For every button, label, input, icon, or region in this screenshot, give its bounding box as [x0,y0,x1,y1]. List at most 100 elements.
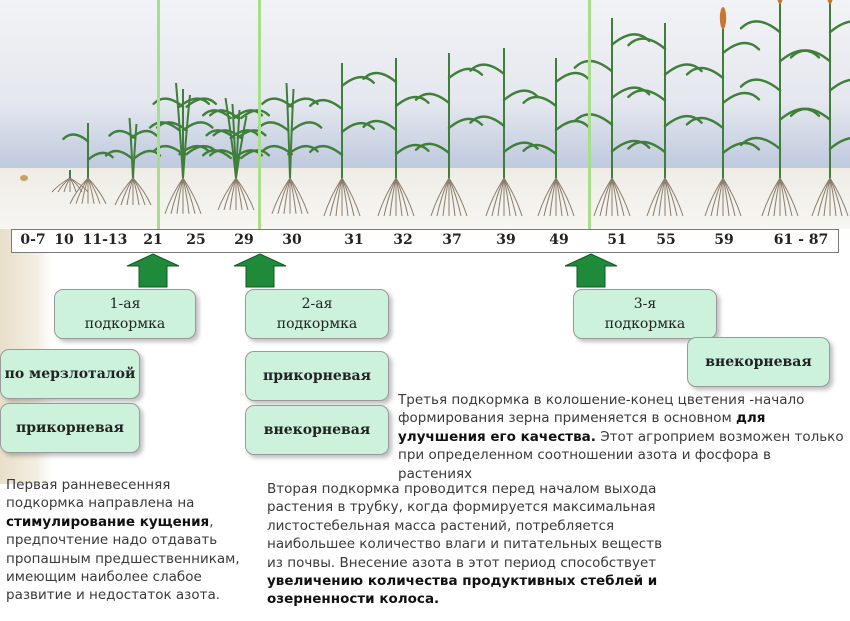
leaf [685,116,725,130]
leaf [240,149,271,160]
leaf [309,99,344,111]
root [442,177,450,217]
leaf [573,59,614,73]
stage-divider-line [588,0,591,229]
stage-label: 55 [656,232,676,248]
leaf [522,143,558,156]
method-root-box: прикорневая [0,403,140,453]
leaf [522,95,558,108]
leaf [152,97,185,108]
root [170,177,184,214]
leaf [663,115,703,128]
method-foliar-box: внекорневая [687,337,830,387]
root [823,177,831,217]
leaf [502,141,539,154]
leaf [789,107,832,121]
leaf [573,113,614,126]
leaf [554,119,590,132]
root [761,177,781,217]
root [704,177,724,217]
root [235,177,243,211]
seed [20,175,28,181]
root [63,177,71,193]
root [223,177,237,211]
root [323,177,343,217]
leaf [627,37,667,51]
root [779,177,799,217]
plant-stages-drawing [20,0,850,217]
root [664,177,672,217]
leaf [414,142,451,155]
leaf [739,20,782,34]
stage-label: 30 [282,232,302,248]
stage-label: 0-7 [20,232,46,248]
root [114,177,134,206]
root [555,177,575,217]
arrow-up-icon [564,253,618,288]
leaf [309,145,344,157]
growth-stage-scale: 0-7 10 11-13 21 25 29 30 31 32 37 39 49 … [11,229,839,253]
leaf [610,86,651,100]
root [722,177,730,217]
first-feeding-note: Первая ранневесенняя подкормка направлен… [6,477,240,604]
root [485,177,505,217]
stage-label: 51 [607,232,627,248]
soil-ground [0,168,850,229]
stage-label: 37 [442,232,462,248]
root [779,177,787,217]
root [555,177,563,217]
leaf [108,129,136,140]
leaf [261,144,293,156]
root [235,177,249,211]
ear [719,7,727,29]
root [120,177,134,206]
leaf [208,109,239,120]
root [497,177,505,217]
root [132,177,146,206]
root [491,177,505,217]
root [289,177,303,214]
leaf [185,97,218,108]
root [436,177,450,217]
leaf [362,119,398,132]
leaf [554,71,590,84]
stage-label: 21 [143,232,163,248]
root [829,177,849,217]
root [537,177,557,217]
arrow-up-icon [233,253,287,288]
leaf [610,139,651,153]
root [164,177,184,214]
second-feeding-note: Вторая подкормка проводится перед начало… [267,481,663,608]
leaf [469,63,506,76]
root [289,177,309,214]
root [75,177,89,204]
root [182,177,190,214]
leaf [685,66,725,80]
root [811,177,831,217]
root [652,177,666,217]
root [271,177,291,214]
root [779,177,793,217]
leaf [469,115,506,128]
root [289,177,297,214]
leaf [394,95,430,108]
leaf [261,97,293,108]
root [87,177,107,204]
method-root-box: прикорневая [245,351,389,401]
leaf [447,67,484,80]
arrow-up-icon [126,253,180,288]
root [182,177,196,214]
leaf [721,41,761,55]
stage-label: 10 [54,232,74,248]
leaf [86,151,114,161]
leaf [394,143,430,156]
root [283,177,291,214]
root [57,177,71,193]
leaf [789,49,832,63]
root [773,177,781,217]
root [176,177,184,214]
root [599,177,613,217]
leaf [447,117,484,130]
root [341,177,361,217]
root [646,177,666,217]
